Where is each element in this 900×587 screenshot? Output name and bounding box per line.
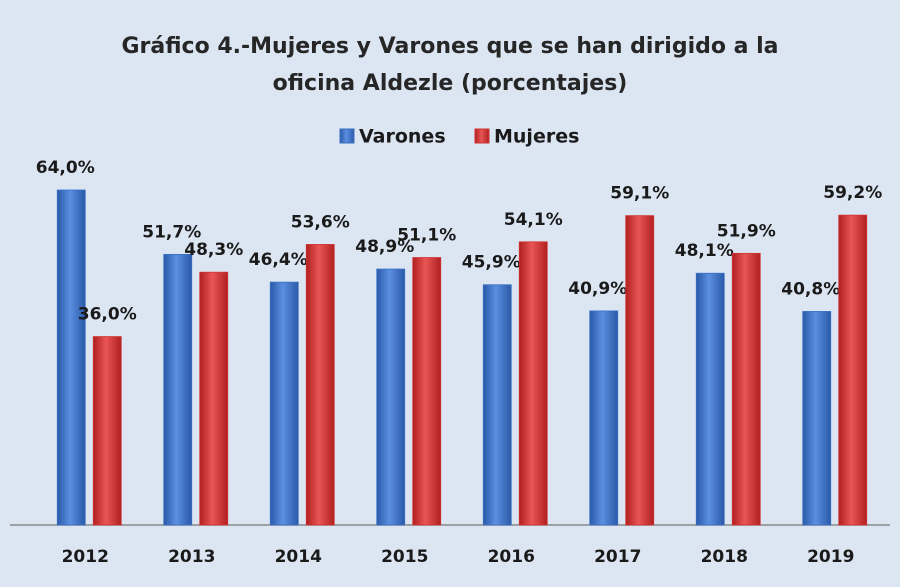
chart-title: Gráfico 4.-Mujeres y Varones que se han … xyxy=(121,34,779,96)
data-label: 51,9% xyxy=(717,221,776,241)
bar xyxy=(482,284,512,526)
x-tick-label: 2014 xyxy=(275,547,322,567)
x-tick-label: 2015 xyxy=(381,547,428,567)
data-label: 40,9% xyxy=(568,279,627,299)
bar xyxy=(92,336,122,526)
data-label: 45,9% xyxy=(462,253,521,273)
bar xyxy=(56,189,86,526)
bar xyxy=(802,311,832,526)
bar xyxy=(269,281,299,526)
bar xyxy=(518,241,548,526)
data-label: 64,0% xyxy=(36,158,95,178)
bar xyxy=(376,268,406,526)
x-tick-label: 2018 xyxy=(701,547,748,567)
x-tick-label: 2012 xyxy=(62,547,109,567)
bar xyxy=(163,253,193,526)
legend-swatch xyxy=(339,128,355,144)
bar xyxy=(695,272,725,526)
data-label: 46,4% xyxy=(249,250,308,270)
x-tick-label: 2019 xyxy=(807,547,854,567)
data-label: 40,8% xyxy=(781,279,840,299)
bar xyxy=(305,244,335,526)
data-label: 53,6% xyxy=(291,212,350,232)
data-label: 48,9% xyxy=(355,237,414,257)
x-tick-label: 2017 xyxy=(594,547,641,567)
bar xyxy=(412,257,442,526)
bar xyxy=(199,271,229,526)
legend-swatch xyxy=(474,128,490,144)
bar xyxy=(838,214,868,526)
legend-label: Varones xyxy=(359,126,446,148)
data-label: 59,2% xyxy=(823,183,882,203)
data-label: 59,1% xyxy=(610,184,669,204)
data-label: 36,0% xyxy=(78,305,137,325)
bar xyxy=(731,252,761,526)
x-tick-label: 2013 xyxy=(168,547,215,567)
data-label: 48,3% xyxy=(184,240,243,260)
data-label: 48,1% xyxy=(675,241,734,261)
legend-label: Mujeres xyxy=(494,126,579,148)
bar xyxy=(625,215,655,526)
data-label: 51,7% xyxy=(142,222,201,242)
x-tick-label: 2016 xyxy=(488,547,535,567)
data-label: 51,1% xyxy=(397,226,456,246)
data-label: 54,1% xyxy=(504,210,563,230)
bar xyxy=(589,310,619,526)
